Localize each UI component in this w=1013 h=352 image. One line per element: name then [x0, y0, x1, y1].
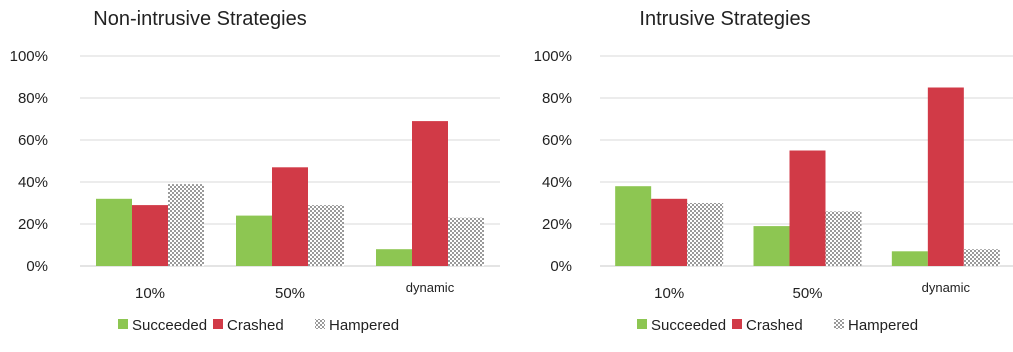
y-tick-label: 20%	[542, 216, 572, 233]
legend-swatch	[118, 319, 128, 329]
category-label: dynamic	[406, 280, 455, 295]
legend-label: Hampered	[848, 317, 918, 334]
legend-swatch	[637, 319, 647, 329]
bar-hampered-10pct	[687, 203, 724, 266]
legend-item-succeeded: Succeeded	[637, 317, 726, 334]
legend-swatch	[834, 319, 844, 329]
y-tick-label: 20%	[18, 216, 48, 233]
legend-swatch	[213, 319, 223, 329]
bar-crashed-50pct	[272, 167, 308, 266]
bar-succeeded-10pct	[615, 186, 652, 266]
bar-crashed-50pct	[789, 150, 826, 266]
legend-label: Succeeded	[651, 317, 726, 334]
legend-item-succeeded: Succeeded	[118, 317, 207, 334]
bar-succeeded-50pct	[753, 226, 790, 266]
bar-hampered-50pct	[825, 211, 862, 266]
legend-item-crashed: Crashed	[213, 317, 284, 334]
legend-label: Crashed	[746, 317, 803, 334]
bar-succeeded-dynamic	[891, 251, 928, 266]
bar-succeeded-50pct	[236, 215, 272, 266]
bar-hampered-10pct	[168, 184, 204, 266]
legend-item-hampered: Hampered	[315, 317, 399, 334]
bar-hampered-50pct	[308, 205, 344, 266]
legend-swatch	[315, 319, 325, 329]
y-tick-label: 40%	[542, 174, 572, 191]
category-label: 10%	[654, 285, 684, 302]
legend-label: Hampered	[329, 317, 399, 334]
y-tick-label: 80%	[18, 90, 48, 107]
y-tick-label: 0%	[26, 258, 48, 275]
bar-crashed-10pct	[132, 205, 168, 266]
category-label: 50%	[792, 285, 822, 302]
category-label: 50%	[275, 285, 305, 302]
y-tick-label: 80%	[542, 90, 572, 107]
legend-item-crashed: Crashed	[732, 317, 803, 334]
chart-panel-2: Intrusive Strategies 0% 20% 40% 60% 80% 100% 10…	[534, 8, 1013, 334]
bar-crashed-10pct	[651, 198, 688, 266]
category-label: dynamic	[922, 280, 971, 295]
bar-hampered-dynamic	[448, 217, 484, 266]
y-tick-label: 60%	[542, 132, 572, 149]
y-tick-label: 0%	[550, 258, 572, 275]
legend-swatch	[732, 319, 742, 329]
bar-crashed-dynamic	[927, 87, 964, 266]
y-tick-label: 100%	[10, 48, 48, 65]
bar-succeeded-dynamic	[376, 249, 412, 266]
chart-title: Intrusive Strategies	[639, 8, 810, 30]
y-tick-label: 40%	[18, 174, 48, 191]
chart-title: Non-intrusive Strategies	[93, 8, 306, 30]
bar-crashed-dynamic	[412, 121, 448, 266]
chart-panel-1: Non-intrusive Strategies 0% 20% 40% 60% 80% 10…	[10, 8, 500, 334]
bar-succeeded-10pct	[96, 198, 132, 266]
legend-label: Crashed	[227, 317, 284, 334]
legend-label: Succeeded	[132, 317, 207, 334]
y-tick-label: 100%	[534, 48, 572, 65]
legend-item-hampered: Hampered	[834, 317, 918, 334]
y-tick-label: 60%	[18, 132, 48, 149]
bar-hampered-dynamic	[963, 249, 1000, 266]
category-label: 10%	[135, 285, 165, 302]
